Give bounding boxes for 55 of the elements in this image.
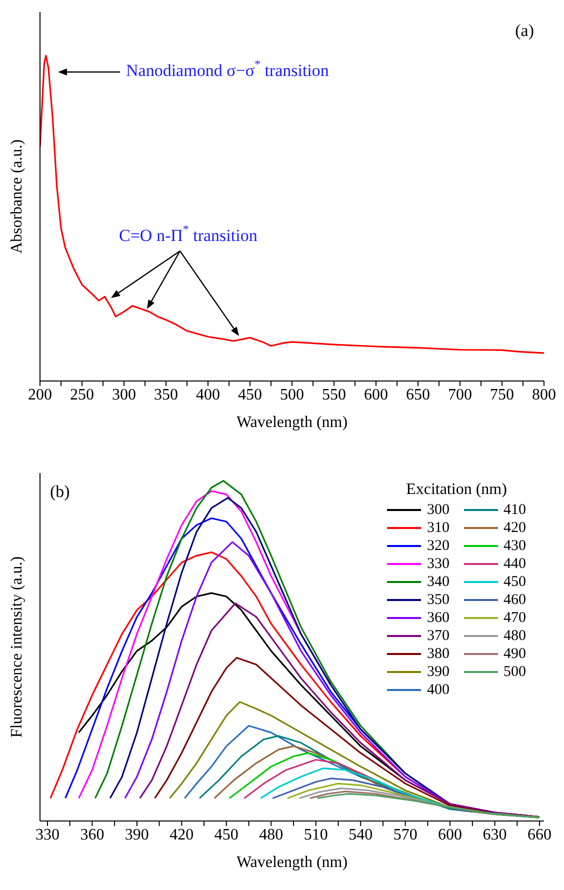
legend-label: 390 — [427, 664, 450, 680]
x-tick-label: 650 — [406, 386, 430, 404]
legend-label: 490 — [504, 646, 526, 662]
x-tick-label: 500 — [280, 386, 304, 404]
legend-label: 500 — [504, 664, 526, 680]
annotation: Nanodiamond σ−σ$^{*}$ transition — [126, 56, 330, 80]
legend-label: 440 — [504, 556, 526, 572]
legend-label: 370 — [427, 628, 450, 644]
legend-label: 420 — [504, 520, 526, 536]
x-tick-label: 540 — [348, 826, 373, 844]
x-tick-label: 570 — [393, 826, 418, 844]
legend-label: 470 — [504, 610, 526, 626]
x-tick-label: 400 — [196, 386, 220, 404]
x-tick-label: 750 — [490, 386, 514, 404]
x-tick-label: 330 — [35, 826, 60, 844]
legend-label: 360 — [427, 610, 450, 626]
legend-label: 380 — [427, 646, 450, 662]
x-tick-label: 350 — [154, 386, 178, 404]
legend-label: 350 — [427, 592, 450, 608]
x-tick-label: 510 — [304, 826, 328, 844]
x-tick-label: 800 — [532, 386, 556, 404]
legend-label: 330 — [427, 556, 450, 572]
y-axis-title: Fluorescence intensity (a.u.) — [8, 556, 26, 738]
legend-label: 450 — [504, 574, 526, 590]
legend-label: 340 — [427, 574, 450, 590]
x-tick-label: 420 — [170, 826, 194, 844]
legend-label: 430 — [504, 538, 526, 554]
x-axis-title: Wavelength (nm) — [236, 854, 348, 871]
x-tick-label: 200 — [28, 386, 52, 404]
chart-title: (b) — [50, 482, 70, 501]
x-tick-label: 480 — [259, 826, 284, 844]
x-tick-label: 550 — [322, 386, 346, 404]
legend-label: 400 — [427, 682, 450, 698]
legend-label: 300 — [427, 502, 450, 518]
legend-label: 320 — [427, 538, 450, 554]
x-tick-label: 660 — [528, 826, 552, 844]
x-tick-label: 630 — [482, 826, 507, 844]
legend-label: 460 — [504, 592, 526, 608]
x-tick-label: 250 — [70, 386, 94, 404]
x-axis-title: Wavelength (nm) — [236, 414, 348, 431]
x-tick-label: 600 — [364, 386, 388, 404]
legend-title: Excitation (nm) — [405, 481, 508, 499]
x-tick-label: 450 — [214, 826, 238, 844]
x-tick-label: 700 — [448, 386, 472, 404]
x-tick-label: 600 — [438, 826, 462, 844]
y-axis-title: Absorbance (a.u.) — [8, 139, 26, 254]
x-tick-label: 390 — [124, 826, 149, 844]
annotation: C=O n-Π$^{*}$ transition — [119, 222, 258, 245]
legend-label: 480 — [504, 628, 526, 644]
legend-label: 410 — [504, 502, 526, 518]
legend-label: 310 — [427, 520, 450, 536]
chart-title: (a) — [515, 21, 534, 40]
x-tick-label: 360 — [80, 826, 104, 844]
x-tick-label: 300 — [112, 386, 136, 404]
x-tick-label: 450 — [238, 386, 262, 404]
